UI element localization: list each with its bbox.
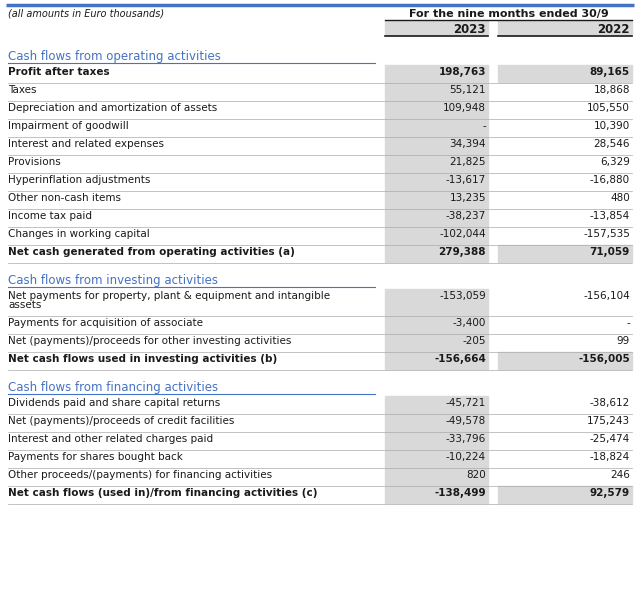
Bar [385, 191, 488, 208]
Text: -13,617: -13,617 [445, 175, 486, 185]
Text: -10,224: -10,224 [446, 452, 486, 462]
Text: -156,104: -156,104 [583, 291, 630, 301]
Text: Cash flows from operating activities: Cash flows from operating activities [8, 50, 221, 63]
Text: 99: 99 [617, 336, 630, 346]
Text: -25,474: -25,474 [589, 434, 630, 444]
Text: Net cash generated from operating activities (a): Net cash generated from operating activi… [8, 247, 295, 257]
Text: -: - [483, 121, 486, 131]
Bar [385, 334, 488, 351]
Bar [385, 468, 488, 485]
Text: Impairment of goodwill: Impairment of goodwill [8, 121, 129, 131]
Bar [498, 65, 632, 82]
Text: Taxes: Taxes [8, 85, 36, 95]
Text: -138,499: -138,499 [435, 488, 486, 498]
Text: Other proceeds/(payments) for financing activities: Other proceeds/(payments) for financing … [8, 470, 272, 480]
Text: 480: 480 [611, 193, 630, 203]
Bar [385, 83, 488, 100]
Text: 89,165: 89,165 [590, 67, 630, 77]
Text: Payments for shares bought back: Payments for shares bought back [8, 452, 183, 462]
Text: 198,763: 198,763 [438, 67, 486, 77]
Text: 2022: 2022 [598, 23, 630, 36]
Text: 246: 246 [610, 470, 630, 480]
Text: -153,059: -153,059 [439, 291, 486, 301]
Text: -45,721: -45,721 [445, 398, 486, 408]
Text: 92,579: 92,579 [590, 488, 630, 498]
Text: 175,243: 175,243 [587, 416, 630, 426]
Text: -33,796: -33,796 [445, 434, 486, 444]
Text: -205: -205 [463, 336, 486, 346]
Text: -157,535: -157,535 [583, 229, 630, 239]
Text: 34,394: 34,394 [449, 139, 486, 149]
Text: 55,121: 55,121 [449, 85, 486, 95]
Text: Dividends paid and share capital returns: Dividends paid and share capital returns [8, 398, 220, 408]
Bar [385, 101, 488, 118]
Text: 13,235: 13,235 [449, 193, 486, 203]
Bar [385, 432, 488, 449]
Text: -16,880: -16,880 [590, 175, 630, 185]
Bar [385, 119, 488, 136]
Text: Interest and other related charges paid: Interest and other related charges paid [8, 434, 213, 444]
Text: 820: 820 [467, 470, 486, 480]
Text: -18,824: -18,824 [589, 452, 630, 462]
Bar [385, 137, 488, 154]
Bar [385, 396, 488, 413]
Bar [385, 414, 488, 431]
Text: -13,854: -13,854 [589, 211, 630, 221]
Bar [385, 289, 488, 315]
Text: 21,825: 21,825 [449, 157, 486, 167]
Bar [385, 245, 488, 262]
Text: Cash flows from investing activities: Cash flows from investing activities [8, 274, 218, 287]
Text: Income tax paid: Income tax paid [8, 211, 92, 221]
Bar [385, 209, 488, 226]
Text: 109,948: 109,948 [443, 103, 486, 113]
Bar [385, 316, 488, 333]
Text: -156,664: -156,664 [434, 354, 486, 364]
Bar [385, 155, 488, 172]
Text: 71,059: 71,059 [589, 247, 630, 257]
Text: 279,388: 279,388 [438, 247, 486, 257]
Bar [498, 486, 632, 503]
Text: Net (payments)/proceeds for other investing activities: Net (payments)/proceeds for other invest… [8, 336, 291, 346]
Bar [498, 352, 632, 369]
Text: 6,329: 6,329 [600, 157, 630, 167]
Bar [385, 227, 488, 244]
Text: -156,005: -156,005 [579, 354, 630, 364]
Bar [385, 352, 488, 369]
Bar [385, 21, 488, 35]
Text: Provisions: Provisions [8, 157, 61, 167]
Bar [385, 173, 488, 190]
Text: Depreciation and amortization of assets: Depreciation and amortization of assets [8, 103, 217, 113]
Text: Net (payments)/proceeds of credit facilities: Net (payments)/proceeds of credit facili… [8, 416, 234, 426]
Text: (all amounts in Euro thousands): (all amounts in Euro thousands) [8, 9, 164, 19]
Text: 18,868: 18,868 [593, 85, 630, 95]
Text: 105,550: 105,550 [587, 103, 630, 113]
Text: 10,390: 10,390 [594, 121, 630, 131]
Text: For the nine months ended 30/9: For the nine months ended 30/9 [408, 9, 609, 19]
Bar [498, 245, 632, 262]
Text: -: - [627, 318, 630, 328]
Text: Net cash flows used in investing activities (b): Net cash flows used in investing activit… [8, 354, 277, 364]
Text: -102,044: -102,044 [440, 229, 486, 239]
Text: Cash flows from financing activities: Cash flows from financing activities [8, 381, 218, 394]
Text: Net cash flows (used in)/from financing activities (c): Net cash flows (used in)/from financing … [8, 488, 317, 498]
Text: 2023: 2023 [454, 23, 486, 36]
Text: assets: assets [8, 300, 42, 310]
Text: Profit after taxes: Profit after taxes [8, 67, 109, 77]
Text: -3,400: -3,400 [452, 318, 486, 328]
Text: Changes in working capital: Changes in working capital [8, 229, 150, 239]
Text: Payments for acquisition of associate: Payments for acquisition of associate [8, 318, 203, 328]
Text: -38,237: -38,237 [445, 211, 486, 221]
Text: Interest and related expenses: Interest and related expenses [8, 139, 164, 149]
Text: 28,546: 28,546 [593, 139, 630, 149]
Bar [385, 450, 488, 467]
Bar [498, 21, 632, 35]
Text: -49,578: -49,578 [445, 416, 486, 426]
Text: Net payments for property, plant & equipment and intangible: Net payments for property, plant & equip… [8, 291, 330, 301]
Text: -38,612: -38,612 [589, 398, 630, 408]
Bar [385, 486, 488, 503]
Text: Hyperinflation adjustments: Hyperinflation adjustments [8, 175, 150, 185]
Text: Other non-cash items: Other non-cash items [8, 193, 121, 203]
Bar [385, 65, 488, 82]
